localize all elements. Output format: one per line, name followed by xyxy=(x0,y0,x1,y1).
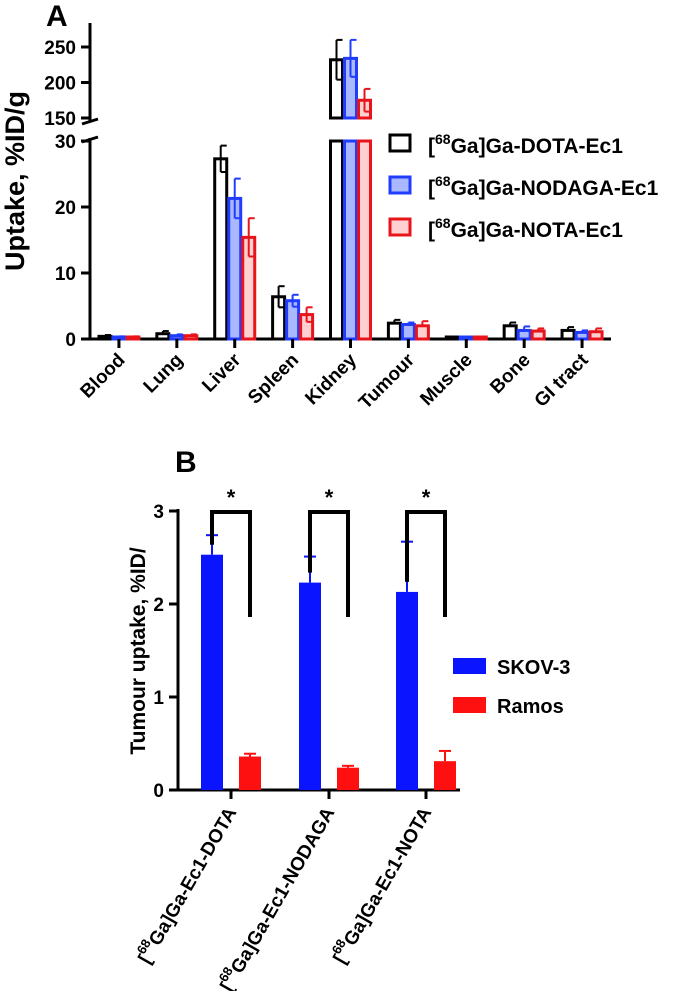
x-tick-label: Tumour xyxy=(355,349,419,413)
legend-swatch xyxy=(388,175,412,195)
bar xyxy=(434,761,456,790)
legend-label: Ramos xyxy=(497,696,564,718)
bar xyxy=(560,328,576,341)
y-tick-label: 200 xyxy=(44,74,76,95)
bar xyxy=(574,330,590,341)
legend-label: SKOV-3 xyxy=(497,657,570,679)
significance-marker: * xyxy=(422,485,431,510)
legend-swatch xyxy=(388,133,412,153)
y-tick-label: 3 xyxy=(153,502,164,523)
bar xyxy=(299,582,321,790)
bar xyxy=(337,767,359,790)
bar xyxy=(227,196,243,341)
y-tick-label: 150 xyxy=(44,109,76,130)
bar xyxy=(516,328,532,341)
bar xyxy=(155,332,171,341)
x-tick-label: [68Ga]Ga-Ec1-DOTA xyxy=(130,801,241,967)
bar xyxy=(183,334,199,341)
bar xyxy=(400,322,416,341)
bar xyxy=(329,139,344,341)
legend-label: [68Ga]Ga-DOTA-Ec1 xyxy=(428,131,623,158)
bar xyxy=(530,329,546,341)
x-tick-label: [68Ga]Ga-Ec1-NOTA xyxy=(325,801,436,967)
panel-a-label: A xyxy=(46,0,68,33)
x-tick-label: Liver xyxy=(198,349,245,396)
y-tick-label: 250 xyxy=(44,38,76,59)
bar xyxy=(396,591,418,790)
chart-b: 0 1 2 3 Tumour uptake, %ID/ [68Ga]Ga-Ec1-DOTA… xyxy=(127,485,570,991)
bar xyxy=(386,321,402,341)
bar xyxy=(239,756,261,790)
bar xyxy=(97,334,113,341)
bar xyxy=(502,324,518,341)
legend-label: [68Ga]Ga-NODAGA-Ec1 xyxy=(428,173,659,200)
legend-swatch xyxy=(453,697,486,713)
significance-bracket xyxy=(405,510,447,617)
significance-bracket xyxy=(210,510,252,617)
significance-marker: * xyxy=(325,485,334,510)
bar xyxy=(357,139,372,341)
x-tick-label: Blood xyxy=(77,350,130,403)
x-tick-label: GI tract xyxy=(531,349,593,411)
legend-swatch xyxy=(388,217,412,237)
y-tick-label: 10 xyxy=(55,264,76,285)
axis-break-mark xyxy=(81,117,99,126)
x-tick-label: Bone xyxy=(486,350,534,398)
bar xyxy=(343,139,358,341)
y-axis-title: Tumour uptake, %ID/ xyxy=(127,547,150,754)
bar xyxy=(414,324,430,341)
y-axis-title: Uptake, %ID/g xyxy=(0,91,30,271)
x-tick-label: Muscle xyxy=(416,350,476,410)
bar xyxy=(588,330,604,341)
y-tick-label: 2 xyxy=(153,595,164,616)
y-tick-label: 0 xyxy=(153,781,164,802)
x-tick-label: Spleen xyxy=(244,350,303,409)
panel-b-label: B xyxy=(175,446,197,479)
bar xyxy=(169,334,185,341)
legend-swatch xyxy=(453,658,486,674)
significance-marker: * xyxy=(227,485,236,510)
bar xyxy=(201,554,223,790)
significance-bracket xyxy=(308,510,350,617)
y-tick-label: 0 xyxy=(65,330,76,351)
y-tick-label: 1 xyxy=(153,688,164,709)
x-tick-label: Kidney xyxy=(301,349,361,409)
y-tick-label: 30 xyxy=(55,132,76,153)
bar xyxy=(213,157,229,341)
x-tick-label: Lung xyxy=(140,350,188,398)
legend-label: [68Ga]Ga-NOTA-Ec1 xyxy=(428,215,623,242)
y-tick-label: 20 xyxy=(55,198,76,219)
